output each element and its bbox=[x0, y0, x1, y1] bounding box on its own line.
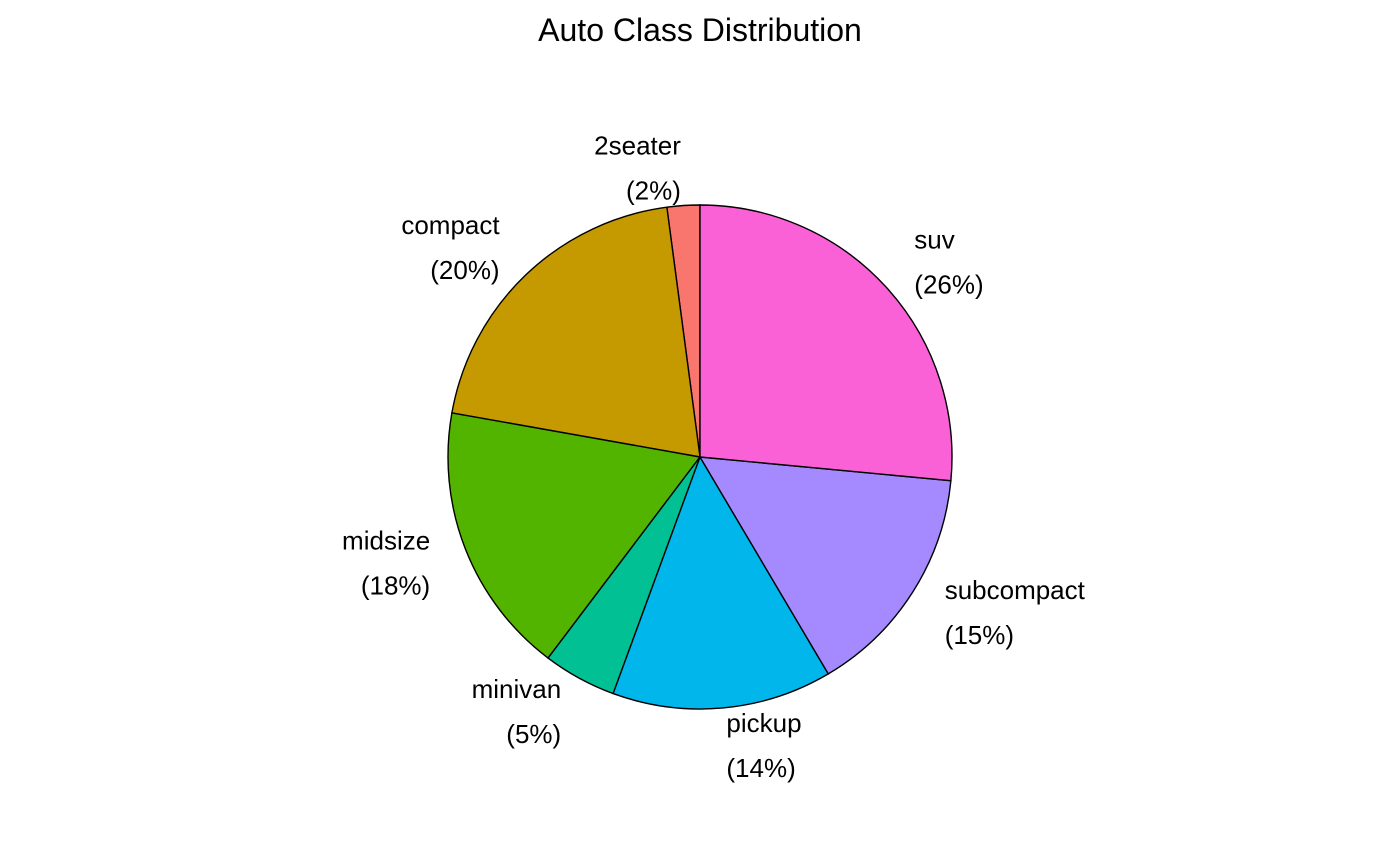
slice-category-label: subcompact bbox=[945, 575, 1086, 605]
pie-slices bbox=[447, 204, 953, 710]
slice-category-label: midsize bbox=[342, 525, 430, 555]
slice-percent-label: (14%) bbox=[726, 753, 795, 783]
slice-label-midsize: midsize (18%) bbox=[342, 525, 430, 600]
pie-slice-pickup bbox=[612, 455, 830, 710]
slice-label-subcompact: subcompact (15%) bbox=[945, 575, 1086, 650]
slice-label-pickup: pickup (14%) bbox=[726, 708, 801, 783]
pie-slice-compact bbox=[451, 206, 701, 458]
pie-slice-midsize bbox=[447, 412, 702, 660]
slice-category-label: compact bbox=[401, 210, 500, 240]
slice-percent-label: (5%) bbox=[506, 719, 561, 749]
slice-percent-label: (20%) bbox=[430, 255, 499, 285]
slice-percent-label: (2%) bbox=[626, 175, 681, 205]
slice-labels: 2seater (2%) compact (20%) midsize (18%) miniv… bbox=[342, 130, 1086, 783]
slice-percent-label: (26%) bbox=[914, 270, 983, 300]
slice-category-label: minivan bbox=[472, 674, 562, 704]
slice-label-2seater: 2seater (2%) bbox=[594, 130, 681, 205]
slice-category-label: suv bbox=[914, 225, 954, 255]
slice-percent-label: (18%) bbox=[361, 570, 430, 600]
slice-label-compact: compact (20%) bbox=[401, 210, 500, 285]
slice-label-suv: suv (26%) bbox=[914, 225, 983, 300]
slice-percent-label: (15%) bbox=[945, 620, 1014, 650]
slice-category-label: 2seater bbox=[594, 130, 681, 160]
slice-category-label: pickup bbox=[726, 708, 801, 738]
pie-slice-subcompact bbox=[698, 456, 952, 675]
pie-slice-suv bbox=[699, 204, 953, 482]
slice-label-minivan: minivan (5%) bbox=[472, 674, 562, 749]
chart-title: Auto Class Distribution bbox=[538, 12, 862, 48]
